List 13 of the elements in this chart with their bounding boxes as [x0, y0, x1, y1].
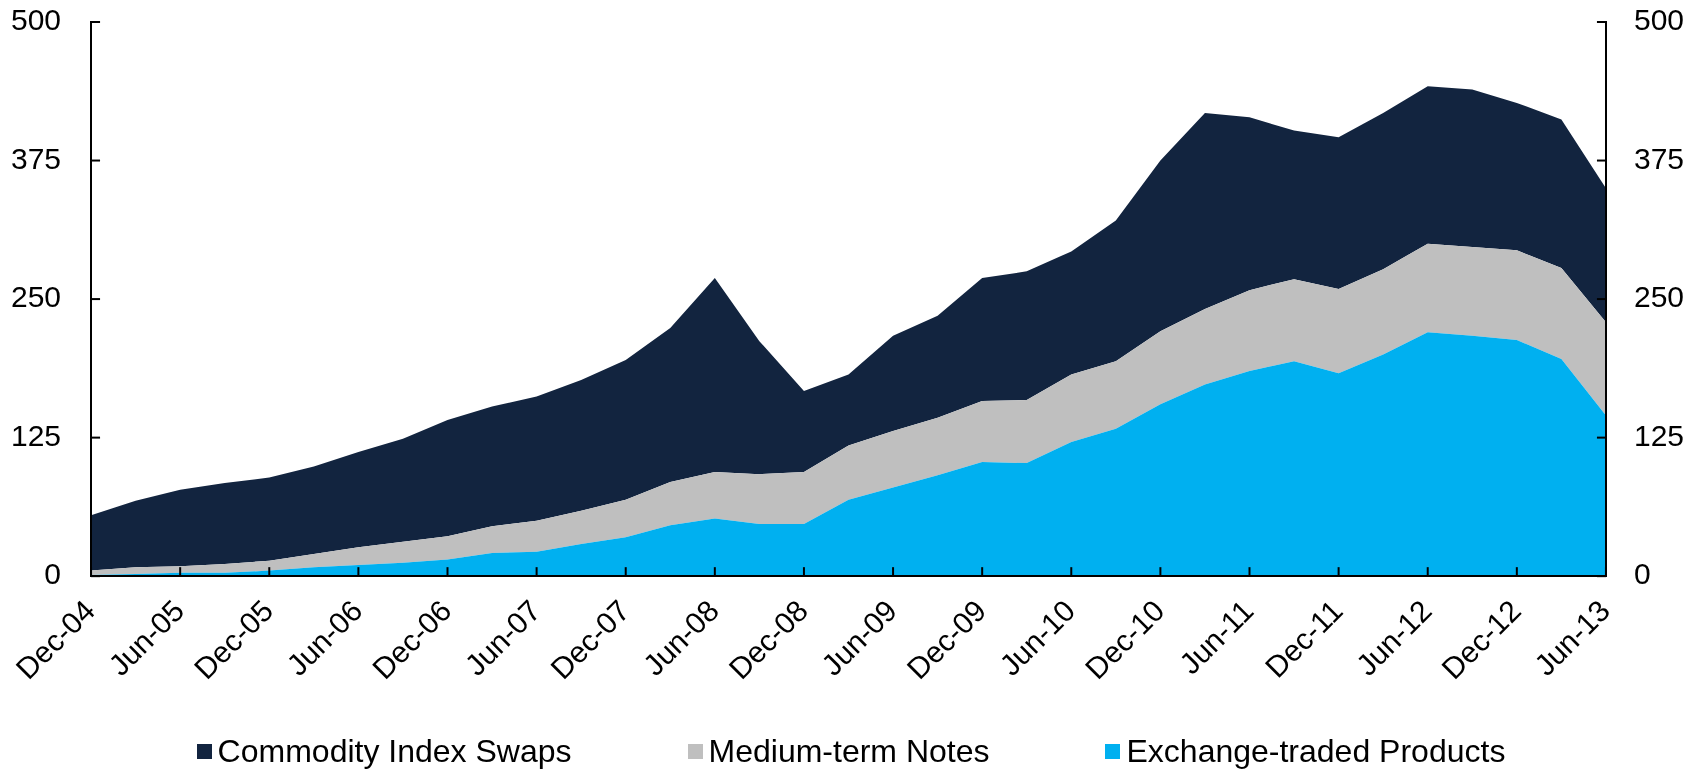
legend-label: Commodity Index Swaps — [217, 733, 572, 770]
legend-label: Medium-term Notes — [708, 733, 990, 770]
y2-tick-label: 125 — [1633, 418, 1685, 452]
y2-tick-label: 0 — [1633, 557, 1651, 591]
y-tick-label: 125 — [10, 418, 62, 452]
y-tick-label: 0 — [44, 557, 62, 591]
legend-label: Exchange-traded Products — [1126, 733, 1506, 770]
y-tick-label: 250 — [10, 280, 62, 314]
y2-tick-label: 250 — [1633, 280, 1685, 314]
y-tick-label: 375 — [10, 141, 62, 175]
y2-tick-label: 500 — [1633, 3, 1685, 37]
y-tick-label: 500 — [10, 3, 62, 37]
y2-tick-label: 375 — [1633, 141, 1685, 175]
